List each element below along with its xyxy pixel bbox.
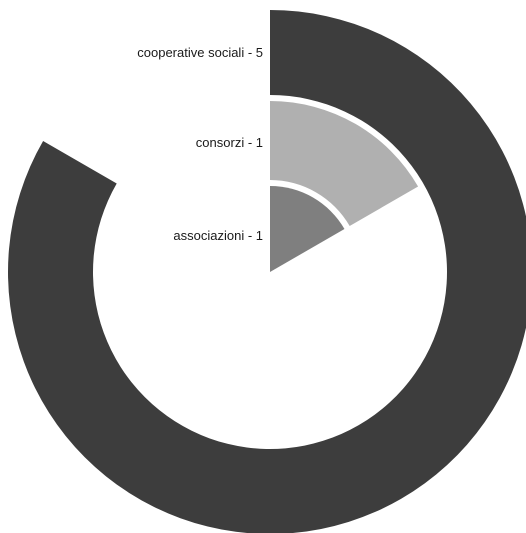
bar-cooperative-sociali[interactable] xyxy=(8,10,526,533)
ring-group xyxy=(8,10,526,533)
bar-associazioni[interactable] xyxy=(270,186,345,272)
label-associazioni: associazioni - 1 xyxy=(173,228,263,243)
label-group: cooperative sociali - 5 consorzi - 1 ass… xyxy=(137,45,263,243)
label-consorzi: consorzi - 1 xyxy=(196,135,263,150)
bar-consorzi[interactable] xyxy=(270,101,419,226)
label-cooperative-sociali: cooperative sociali - 5 xyxy=(137,45,263,60)
